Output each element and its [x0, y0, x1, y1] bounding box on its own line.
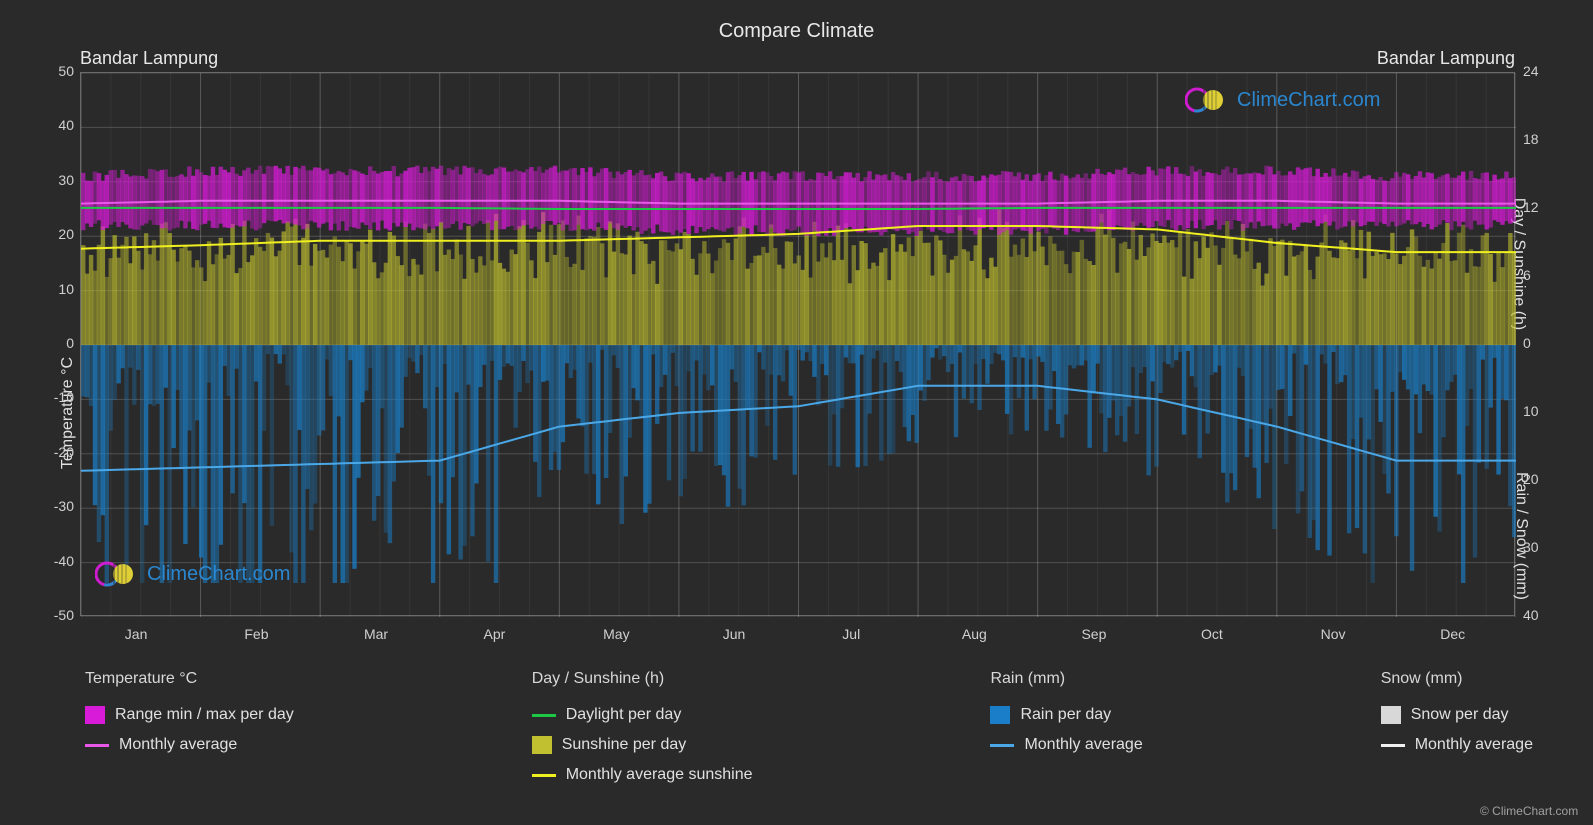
- swatch-line-icon: [990, 744, 1014, 747]
- legend-item: Range min / max per day: [85, 706, 294, 724]
- legend-label: Range min / max per day: [115, 706, 294, 724]
- climechart-logo-icon: [95, 560, 139, 588]
- legend-item: Snow per day: [1381, 706, 1533, 724]
- chart-title: Compare Climate: [0, 20, 1593, 43]
- legend-column: Snow (mm) Snow per day Monthly average: [1381, 670, 1533, 784]
- legend-item: Monthly average sunshine: [532, 766, 753, 784]
- x-tick: Jan: [125, 626, 148, 642]
- watermark-text: ClimeChart.com: [1237, 89, 1380, 112]
- swatch-block-icon: [532, 736, 552, 754]
- swatch-block-icon: [990, 706, 1010, 724]
- swatch-block-icon: [85, 706, 105, 724]
- x-tick: Apr: [484, 626, 506, 642]
- y-right-tick: 40: [1523, 607, 1539, 623]
- watermark-text: ClimeChart.com: [147, 563, 290, 586]
- legend-header: Day / Sunshine (h): [532, 670, 753, 688]
- x-tick: Jul: [842, 626, 860, 642]
- y-left-tick: 40: [58, 117, 74, 133]
- legend-label: Monthly average: [1024, 736, 1142, 754]
- legend-label: Monthly average: [1415, 736, 1533, 754]
- x-tick: Jun: [723, 626, 746, 642]
- location-right: Bandar Lampung: [1377, 48, 1515, 69]
- y-left-tick: -20: [54, 444, 74, 460]
- climechart-logo-icon: [1185, 86, 1229, 114]
- legend-label: Daylight per day: [566, 706, 682, 724]
- x-tick: Mar: [364, 626, 388, 642]
- swatch-block-icon: [1381, 706, 1401, 724]
- legend-item: Sunshine per day: [532, 736, 753, 754]
- x-tick: May: [603, 626, 629, 642]
- legend-column: Rain (mm) Rain per day Monthly average: [990, 670, 1142, 784]
- x-tick: Dec: [1440, 626, 1465, 642]
- legend-item: Monthly average: [990, 736, 1142, 754]
- location-left: Bandar Lampung: [80, 48, 218, 69]
- legend-label: Monthly average: [119, 736, 237, 754]
- legend-column: Temperature °C Range min / max per day Mon…: [85, 670, 294, 784]
- x-tick: Nov: [1321, 626, 1346, 642]
- legend-label: Sunshine per day: [562, 736, 687, 754]
- legend-item: Monthly average: [1381, 736, 1533, 754]
- legend-column: Day / Sunshine (h) Daylight per day Sunshi…: [532, 670, 753, 784]
- legend-label: Snow per day: [1411, 706, 1509, 724]
- legend: Temperature °C Range min / max per day Mon…: [85, 670, 1533, 784]
- y-right-tick: 24: [1523, 63, 1539, 79]
- watermark-2: ClimeChart.com: [1185, 86, 1380, 114]
- legend-item: Rain per day: [990, 706, 1142, 724]
- y-left-tick: -30: [54, 498, 74, 514]
- y-left-tick: 0: [66, 335, 74, 351]
- legend-label: Rain per day: [1020, 706, 1111, 724]
- y-right-tick: 30: [1523, 539, 1539, 555]
- y-left-tick: -40: [54, 553, 74, 569]
- legend-header: Temperature °C: [85, 670, 294, 688]
- y-left-tick: -10: [54, 389, 74, 405]
- y-right-tick: 18: [1523, 131, 1539, 147]
- y-left-tick: 30: [58, 172, 74, 188]
- y-left-tick: -50: [54, 607, 74, 623]
- y-right-tick: 0: [1523, 335, 1531, 351]
- watermark-1: ClimeChart.com: [95, 560, 290, 588]
- y-left-tick: 20: [58, 226, 74, 242]
- swatch-line-icon: [532, 714, 556, 717]
- y-right-tick: 12: [1523, 199, 1539, 215]
- y-right-tick: 10: [1523, 403, 1539, 419]
- plot-area: [80, 72, 1515, 616]
- copyright: © ClimeChart.com: [1480, 804, 1578, 818]
- y-left-tick: 50: [58, 63, 74, 79]
- y-right-tick: 6: [1523, 267, 1531, 283]
- x-tick: Aug: [962, 626, 987, 642]
- y-right-tick: 20: [1523, 471, 1539, 487]
- legend-label: Monthly average sunshine: [566, 766, 753, 784]
- swatch-line-icon: [532, 774, 556, 777]
- chart-container: Compare Climate Bandar Lampung Bandar La…: [0, 0, 1593, 825]
- x-tick: Sep: [1081, 626, 1106, 642]
- legend-header: Rain (mm): [990, 670, 1142, 688]
- swatch-line-icon: [1381, 744, 1405, 747]
- y-left-tick: 10: [58, 281, 74, 297]
- legend-item: Daylight per day: [532, 706, 753, 724]
- legend-item: Monthly average: [85, 736, 294, 754]
- x-tick: Feb: [244, 626, 268, 642]
- x-tick: Oct: [1201, 626, 1223, 642]
- swatch-line-icon: [85, 744, 109, 747]
- legend-header: Snow (mm): [1381, 670, 1533, 688]
